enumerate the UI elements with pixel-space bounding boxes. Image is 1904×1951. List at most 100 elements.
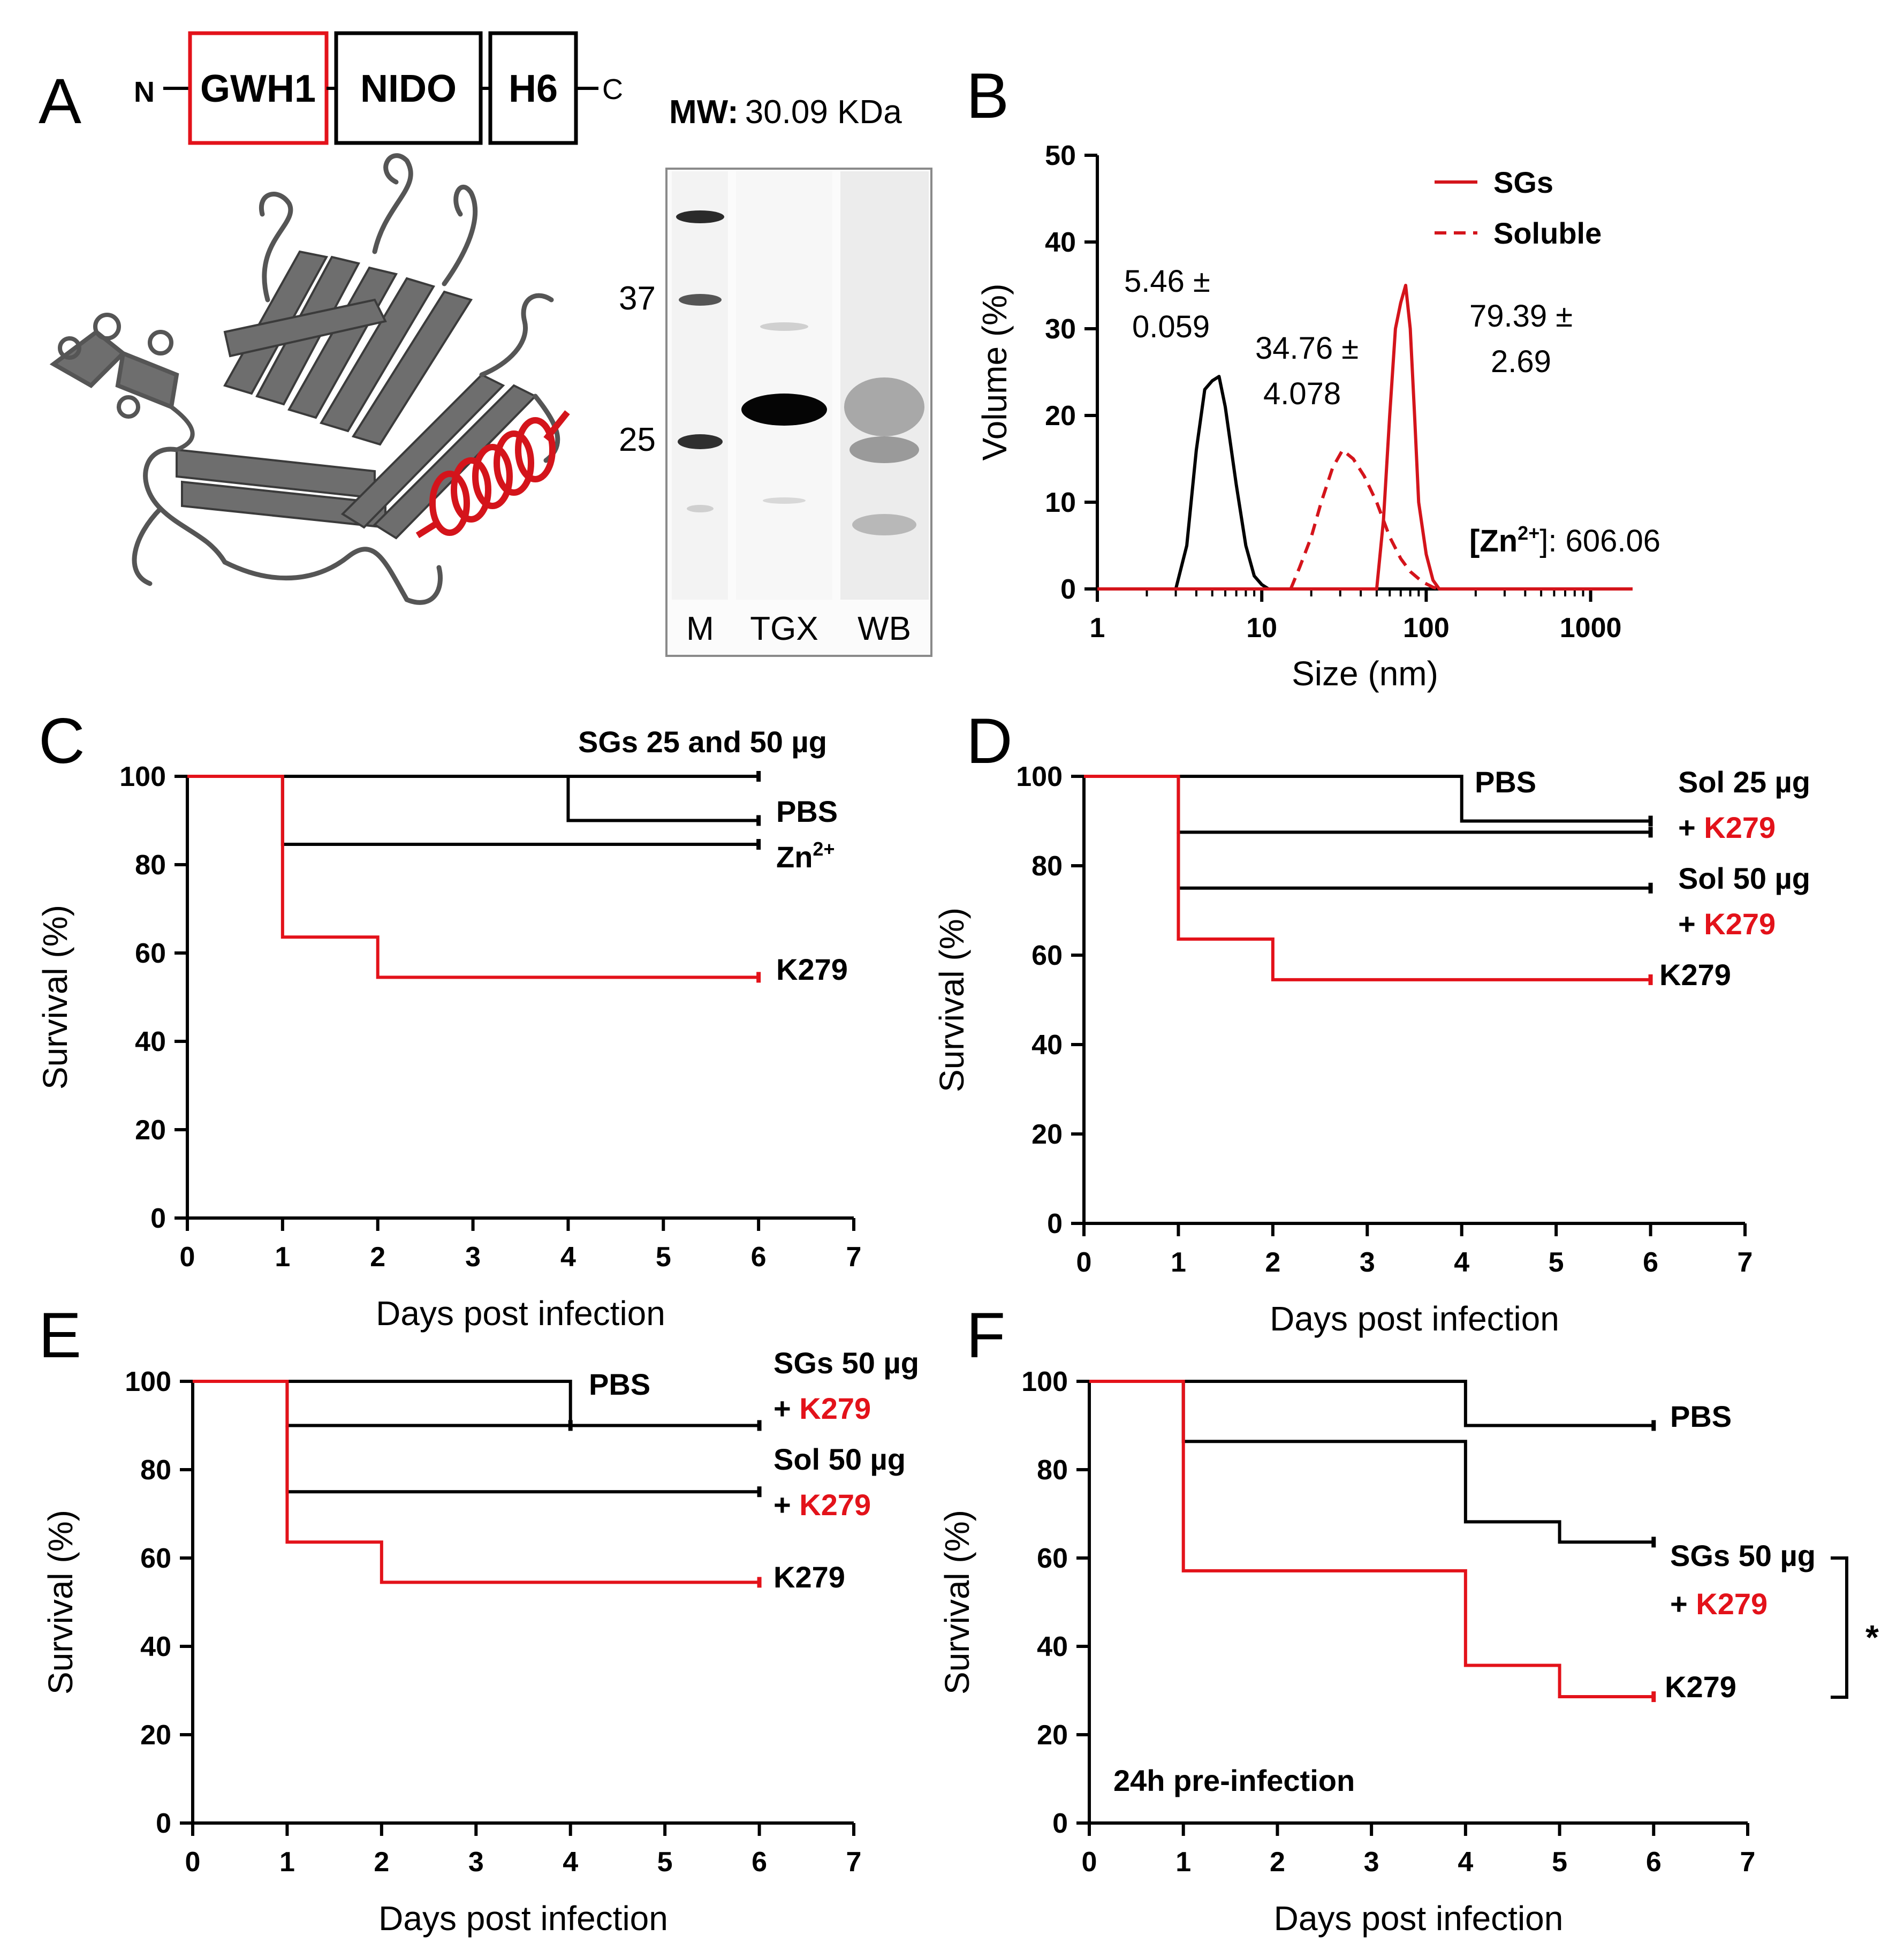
x-tick-label: 1000 — [1560, 612, 1622, 644]
y-tick-label: 20 — [1037, 1720, 1068, 1751]
x-tick-label: 6 — [1646, 1847, 1662, 1878]
panel-e: E 0 1 2 3 4 5 6 7 0 20 40 60 80 100 Days post infectio… — [39, 1299, 919, 1938]
x-axis-title: Days post infection — [1274, 1899, 1564, 1938]
gwh1-domain-label: GWH1 — [200, 67, 316, 110]
y-tick-label: 20 — [1031, 1119, 1063, 1150]
x-axis-title: Size (nm) — [1292, 654, 1438, 693]
gel-lane-label: M — [686, 610, 714, 647]
survival-series-line — [1089, 1380, 1654, 1699]
n-terminus-label: N — [134, 76, 155, 108]
series-label: + K279 — [773, 1488, 871, 1522]
x-tick-label: 5 — [656, 1242, 671, 1273]
zn-label-sup: 2+ — [1518, 522, 1539, 544]
x-tick-label: 1 — [1171, 1247, 1186, 1278]
panel-b-letter: B — [966, 60, 1009, 132]
series-label: PBS — [776, 795, 838, 828]
panel-f: F 0 1 2 3 4 5 6 7 0 20 40 60 80 100 Days post infectio… — [938, 1299, 1879, 1938]
survival-series-line — [285, 1381, 571, 1427]
x-tick-label: 4 — [1458, 1847, 1473, 1878]
x-tick-label: 6 — [752, 1847, 767, 1878]
survival-series-line — [1177, 776, 1651, 834]
marker-size-label: 25 — [619, 421, 656, 458]
zn-label-value: ]: 606.06 — [1539, 524, 1660, 558]
x-tick-label: 3 — [1360, 1247, 1375, 1278]
y-tick-label: 100 — [1021, 1366, 1068, 1397]
panel-c: C 0 1 2 3 4 5 6 7 0 20 40 60 80 100 Days post infectio… — [36, 705, 861, 1333]
series-label-text: Sol 50 µg — [773, 1442, 906, 1476]
significance-bracket — [1831, 1556, 1848, 1699]
marker-band — [676, 210, 724, 223]
survival-series-line — [193, 1380, 760, 1584]
survival-series-line — [1084, 775, 1651, 981]
series-label: K279 — [776, 952, 848, 986]
mw-label-value: 30.09 KDa — [745, 94, 902, 131]
zn-concentration-label: [Zn2+]: 606.06 — [1469, 522, 1660, 558]
series-label-text: Zn — [776, 840, 813, 874]
series-label: Zn2+ — [776, 838, 835, 874]
peak-annotation: 34.76 ± — [1255, 331, 1359, 366]
wb-band — [844, 377, 924, 436]
x-tick-label: 0 — [1076, 1247, 1092, 1278]
x-tick-label: 7 — [846, 1847, 862, 1878]
x-tick-label: 0 — [180, 1242, 195, 1273]
panel-c-letter: C — [39, 705, 85, 777]
series-label-text: + — [773, 1488, 799, 1522]
series-label: PBS — [1475, 765, 1536, 799]
peak-annotation: 2.69 — [1491, 344, 1551, 379]
marker-band — [678, 434, 723, 449]
y-tick-label: 60 — [140, 1543, 171, 1574]
h6-domain-label: H6 — [509, 67, 558, 110]
x-tick-label: 4 — [1454, 1247, 1469, 1278]
survival-series-line — [1177, 832, 1651, 890]
series-label: SGs 50 µg — [1670, 1539, 1816, 1572]
y-tick-label: 40 — [1037, 1631, 1068, 1662]
y-axis-title: Survival (%) — [932, 908, 971, 1092]
series-label-strain: K279 — [799, 1488, 871, 1522]
series-label: Sol 50 µg — [1678, 861, 1810, 895]
series-label: K279 — [1659, 958, 1731, 992]
x-tick-label: 100 — [1403, 612, 1450, 644]
series-label-text: SGs 50 µg — [1670, 1539, 1816, 1572]
y-tick-label: 60 — [1031, 940, 1063, 971]
y-tick-label: 20 — [135, 1115, 166, 1146]
panel-b: B 1 10 100 1000 0 10 20 30 40 50 Size (nm) Volume (… — [966, 60, 1660, 693]
x-tick-label: 7 — [1740, 1847, 1756, 1878]
dls-series-line — [1289, 448, 1440, 591]
significance-star: * — [1865, 1618, 1879, 1657]
series-label-text: Sol 50 µg — [1678, 861, 1810, 895]
x-tick-label: 2 — [1270, 1847, 1285, 1878]
series-label-text: + — [1678, 907, 1704, 941]
dls-series-line — [1097, 284, 1633, 591]
x-tick-label: 4 — [563, 1847, 578, 1878]
peak-annotation: 5.46 ± — [1124, 264, 1210, 299]
survival-series-line — [280, 776, 759, 846]
series-label: + K279 — [1670, 1587, 1768, 1621]
survival-series-line — [187, 775, 759, 822]
series-label-text: K279 — [776, 952, 848, 986]
legend-label: Soluble — [1493, 216, 1602, 250]
c-terminus-label: C — [602, 73, 623, 105]
x-tick-label: 5 — [657, 1847, 673, 1878]
y-tick-label: 10 — [1045, 487, 1076, 518]
y-tick-label: 50 — [1045, 140, 1076, 171]
y-tick-label: 30 — [1045, 314, 1076, 345]
y-tick-label: 80 — [1037, 1455, 1068, 1486]
panel-e-letter: E — [39, 1299, 81, 1371]
y-tick-label: 100 — [119, 761, 166, 792]
series-label-sup: 2+ — [813, 838, 835, 860]
x-tick-label: 4 — [560, 1242, 576, 1273]
survival-chart-d: 0 1 2 3 4 5 6 7 0 20 40 60 80 100 Days post infection S… — [932, 761, 1810, 1338]
series-label: K279 — [1665, 1670, 1736, 1704]
series-label-text: SGs 50 µg — [773, 1346, 919, 1380]
helix-red — [415, 410, 570, 539]
series-label: + K279 — [1678, 907, 1776, 941]
marker-size-label: 37 — [619, 280, 656, 317]
survival-series-line — [193, 1380, 760, 1427]
series-label: Sol 25 µg — [1678, 765, 1810, 799]
series-label-text: + — [1670, 1587, 1696, 1621]
series-label-strain: K279 — [799, 1392, 871, 1425]
tgx-band — [741, 394, 827, 426]
dls-chart: 1 10 100 1000 0 10 20 30 40 50 Size (nm) Volume (%)… — [975, 140, 1633, 693]
series-label: K279 — [773, 1560, 845, 1594]
x-tick-label: 10 — [1246, 612, 1277, 644]
